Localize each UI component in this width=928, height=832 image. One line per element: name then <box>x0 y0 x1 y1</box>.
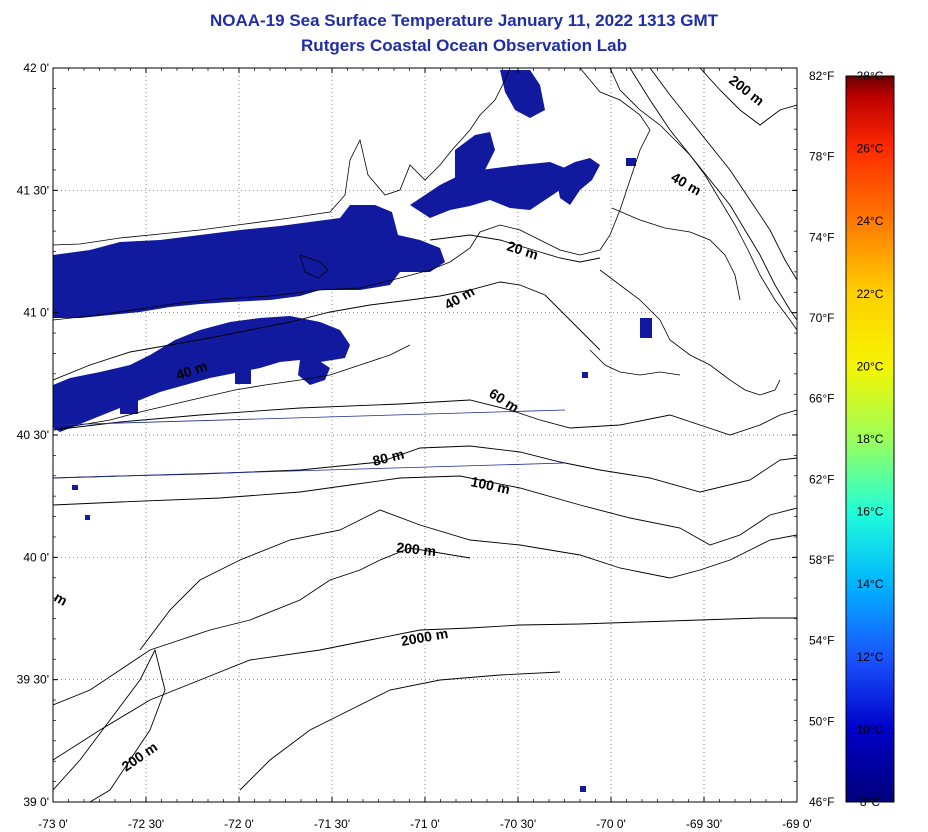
lat-tick-label: 41 30' <box>17 183 49 197</box>
lon-tick-label: -69 0' <box>782 817 812 831</box>
lon-tick-label: -72 0' <box>224 817 254 831</box>
depth-labels: 200 m 40 m 20 m 40 m 40 m 60 m 80 m 100 … <box>52 72 767 775</box>
depth-label: 100 m <box>469 473 511 497</box>
fahrenheit-label: 66°F <box>809 392 834 406</box>
temperature-colorbar <box>845 75 895 803</box>
lon-tick-label: -70 0' <box>596 817 626 831</box>
celsius-label: 8°C <box>860 795 880 809</box>
celsius-label: 20°C <box>857 359 884 373</box>
depth-label: 200 m <box>119 739 161 775</box>
celsius-label: 26°C <box>857 142 884 156</box>
sst-data-layer <box>53 70 652 792</box>
sst-patch-sound <box>555 158 600 205</box>
depth-label: 20 m <box>505 238 540 263</box>
lat-tick-label: 40 0' <box>23 550 49 564</box>
celsius-label: 18°C <box>857 432 884 446</box>
depth-label: 200 m <box>396 539 437 559</box>
swath-edge-line <box>53 462 566 479</box>
sst-patch-block-island <box>298 358 330 385</box>
depth-label: m <box>52 589 71 609</box>
bathymetry-contours <box>53 68 797 802</box>
map-subtitle: Rutgers Coastal Ocean Observation Lab <box>301 36 627 55</box>
sst-patch-capecod <box>500 70 545 118</box>
fahrenheit-label: 54°F <box>809 634 834 648</box>
lon-tick-label: -73 0' <box>38 817 68 831</box>
celsius-axis: 28°C 26°C 24°C 22°C 20°C 18°C 16°C 14°C 12°C 10°C… <box>857 69 884 809</box>
fahrenheit-label: 58°F <box>809 553 834 567</box>
lat-tick-label: 42 0' <box>23 61 49 75</box>
graticule-grid <box>52 67 798 803</box>
lon-tick-label: -71 0' <box>410 817 440 831</box>
lat-tick-label: 40 30' <box>17 428 49 442</box>
lon-tick-label: -69 30' <box>686 817 722 831</box>
fahrenheit-label: 46°F <box>809 795 834 809</box>
fahrenheit-label: 78°F <box>809 150 834 164</box>
fahrenheit-label: 50°F <box>809 714 834 728</box>
lon-tick-label: -71 30' <box>314 817 350 831</box>
sst-patch-ri <box>410 162 565 218</box>
swath-edge-line <box>53 409 566 426</box>
depth-label: 80 m <box>371 446 406 469</box>
celsius-label: 16°C <box>857 505 884 519</box>
coastline-layer <box>53 68 797 431</box>
depth-label: 40 m <box>442 283 478 313</box>
fahrenheit-label: 70°F <box>809 311 834 325</box>
lat-tick-label: 41 0' <box>23 306 49 320</box>
lat-tick-label: 39 0' <box>23 795 49 809</box>
latitude-axis: 42 0' 41 30' 41 0' 40 30' 40 0' 39 30' 39 0' <box>17 61 797 809</box>
celsius-label: 28°C <box>857 69 884 83</box>
sst-patch-northshore <box>53 205 445 318</box>
celsius-label: 10°C <box>857 722 884 736</box>
celsius-label: 24°C <box>857 214 884 228</box>
lon-tick-label: -72 30' <box>128 817 164 831</box>
depth-label: 40 m <box>669 169 705 199</box>
fahrenheit-label: 74°F <box>809 230 834 244</box>
fahrenheit-label: 82°F <box>809 69 834 83</box>
depth-label: 2000 m <box>400 625 450 649</box>
celsius-label: 22°C <box>857 287 884 301</box>
lat-tick-label: 39 30' <box>17 673 49 687</box>
map-title: NOAA-19 Sea Surface Temperature January … <box>209 11 719 30</box>
sst-patch-buzzards <box>455 132 495 180</box>
fahrenheit-label: 62°F <box>809 472 834 486</box>
celsius-label: 14°C <box>857 577 884 591</box>
depth-label: 200 m <box>726 72 767 109</box>
celsius-label: 12°C <box>857 650 884 664</box>
lon-tick-label: -70 30' <box>500 817 536 831</box>
longitude-axis: -73 0' -72 30' -72 0' -71 30' -71 0' -70 30' -… <box>38 68 812 831</box>
fahrenheit-axis: 82°F 78°F 74°F 70°F 66°F 62°F 58°F 54°F 50°F 46°F <box>809 69 834 809</box>
depth-label: 60 m <box>486 385 522 415</box>
